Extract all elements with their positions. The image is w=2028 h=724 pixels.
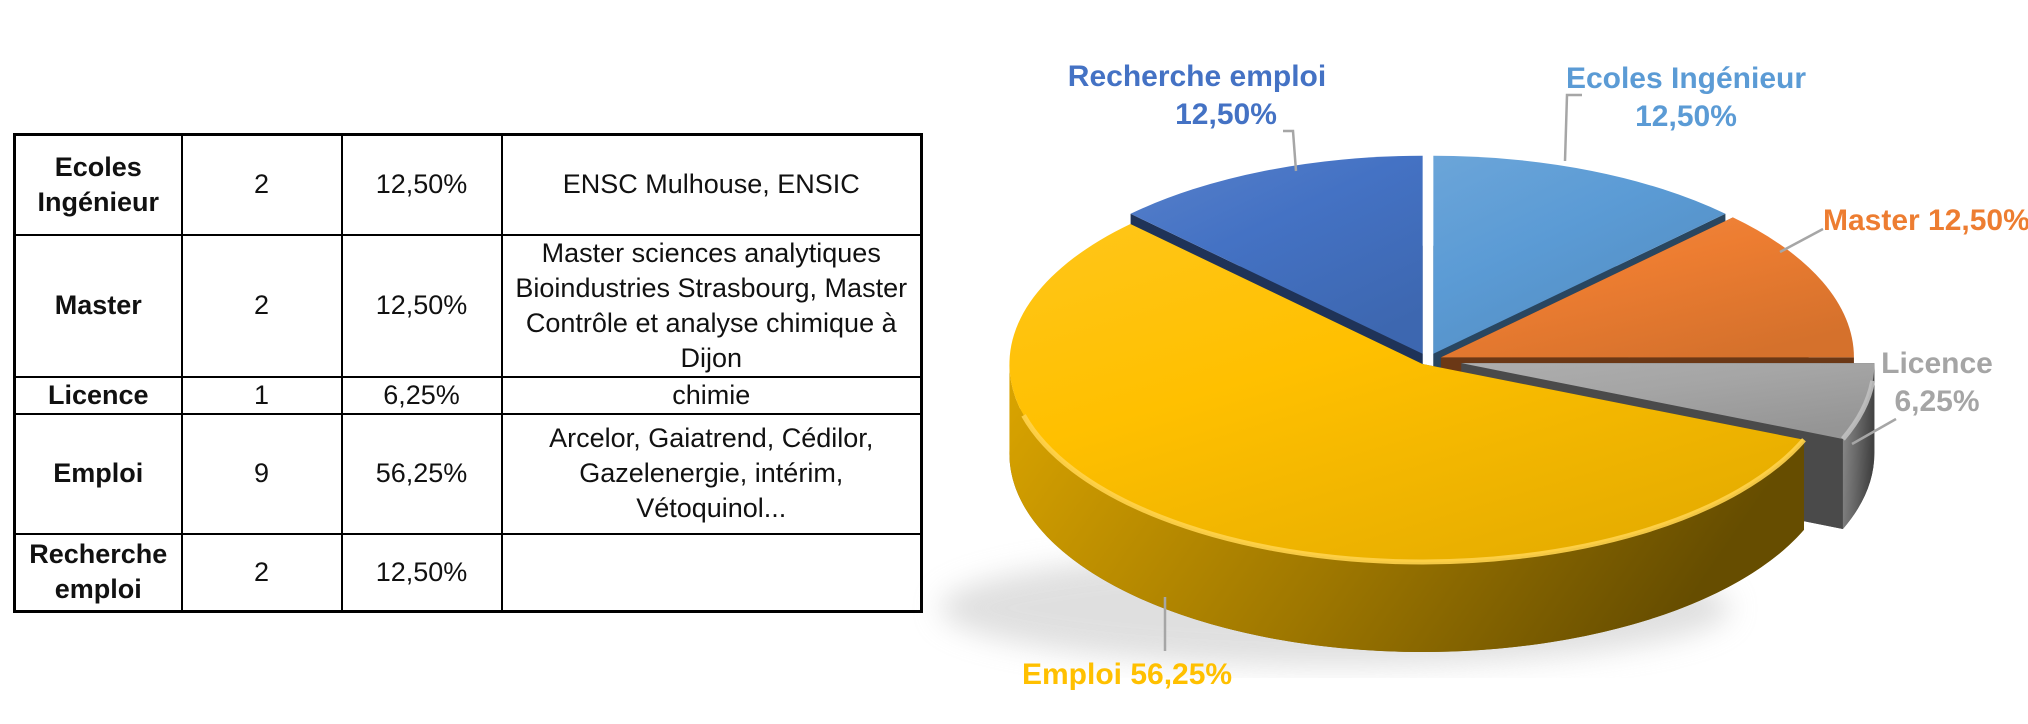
chart-label-ecoles-ingenieur: Ecoles Ingénieur 12,50%: [1536, 60, 1836, 136]
table-cell-count: 2: [180, 233, 343, 378]
table-row: Ecoles Ingénieur 2 12,50% ENSC Mulhouse,…: [13, 133, 923, 236]
table-cell-percent: 6,25%: [340, 375, 503, 415]
table-row: Emploi 9 56,25% Arcelor, Gaiatrend, Cédi…: [13, 412, 923, 535]
table-cell-percent: 12,50%: [340, 133, 503, 236]
chart-label-licence: Licence 6,25%: [1857, 345, 2017, 421]
results-table: Ecoles Ingénieur 2 12,50% ENSC Mulhouse,…: [13, 133, 923, 613]
chart-label-value: 12,50%: [1635, 100, 1737, 133]
table-cell-category: Recherche emploi: [13, 532, 183, 613]
table-cell-percent: 56,25%: [340, 412, 503, 535]
chart-label-master: Master 12,50%: [1823, 202, 2028, 240]
table-cell-count: 2: [180, 532, 343, 613]
table-row: Licence 1 6,25% chimie: [13, 375, 923, 415]
table-row: Recherche emploi 2 12,50%: [13, 532, 923, 613]
table-cell-percent: 12,50%: [340, 233, 503, 378]
table-cell-percent: 12,50%: [340, 532, 503, 613]
chart-label-text: Recherche emploi: [1067, 60, 1327, 93]
table-cell-details: Master sciences analytiques Bioindustrie…: [500, 233, 923, 378]
chart-label-emploi: Emploi 56,25%: [1022, 656, 1232, 694]
chart-label-text: Licence: [1881, 347, 1993, 380]
chart-label-value: 6,25%: [1894, 385, 1980, 418]
table-cell-details: [500, 532, 923, 613]
table-cell-category: Licence: [13, 375, 183, 415]
table-cell-details: chimie: [500, 375, 923, 415]
leader-lines: [1163, 93, 1897, 651]
table-cell-category: Emploi: [13, 412, 183, 535]
table-cell-count: 1: [180, 375, 343, 415]
table-cell-category: Master: [13, 233, 183, 378]
chart-label-text: Emploi 56,25%: [1022, 658, 1233, 691]
table-cell-category: Ecoles Ingénieur: [13, 133, 183, 236]
chart-label-text: Ecoles Ingénieur: [1565, 62, 1807, 95]
table-cell-count: 2: [180, 133, 343, 236]
chart-label-value: 12,50%: [1175, 98, 1277, 131]
table-row: Master 2 12,50% Master sciences analytiq…: [13, 233, 923, 378]
table-cell-details: ENSC Mulhouse, ENSIC: [500, 133, 923, 236]
table-cell-count: 9: [180, 412, 343, 535]
table-cell-details: Arcelor, Gaiatrend, Cédilor, Gazelenergi…: [500, 412, 923, 535]
chart-label-recherche-emploi: Recherche emploi 12,50%: [1047, 58, 1347, 134]
chart-label-text: Master 12,50%: [1823, 204, 2028, 237]
